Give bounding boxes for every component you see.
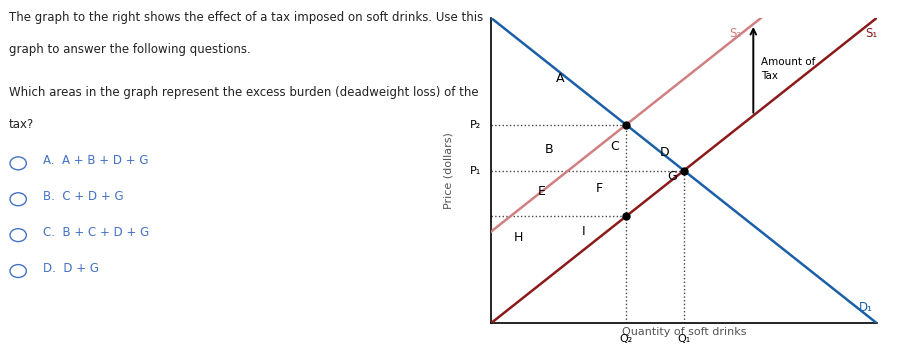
Text: D.  D + G: D. D + G — [43, 262, 99, 275]
Text: B.  C + D + G: B. C + D + G — [43, 190, 124, 203]
Text: Q₁: Q₁ — [677, 334, 690, 344]
Text: S₁: S₁ — [865, 27, 878, 40]
X-axis label: Quantity of soft drinks: Quantity of soft drinks — [621, 327, 746, 337]
Text: C: C — [610, 140, 619, 153]
Text: P₁: P₁ — [470, 165, 482, 176]
Text: Which areas in the graph represent the excess burden (deadweight loss) of the: Which areas in the graph represent the e… — [9, 86, 478, 99]
Text: F: F — [596, 182, 602, 195]
Text: A: A — [556, 73, 565, 85]
Text: The graph to the right shows the effect of a tax imposed on soft drinks. Use thi: The graph to the right shows the effect … — [9, 11, 484, 24]
Text: D: D — [660, 146, 669, 159]
Text: D₁: D₁ — [859, 301, 873, 314]
Text: G: G — [667, 170, 677, 183]
Text: Q₂: Q₂ — [620, 334, 633, 344]
Text: tax?: tax? — [9, 118, 34, 131]
Text: Tax: Tax — [761, 70, 778, 80]
Text: graph to answer the following questions.: graph to answer the following questions. — [9, 43, 251, 56]
Text: B: B — [544, 143, 554, 156]
Text: S₂: S₂ — [730, 27, 742, 40]
Text: P₂: P₂ — [470, 120, 482, 130]
Text: Price (dollars): Price (dollars) — [443, 132, 453, 209]
Text: Amount of: Amount of — [761, 57, 815, 67]
Text: C.  B + C + D + G: C. B + C + D + G — [43, 226, 150, 239]
Text: A.  A + B + D + G: A. A + B + D + G — [43, 154, 149, 167]
Text: E: E — [537, 185, 545, 199]
Text: I: I — [582, 225, 586, 238]
Text: H: H — [513, 231, 523, 244]
